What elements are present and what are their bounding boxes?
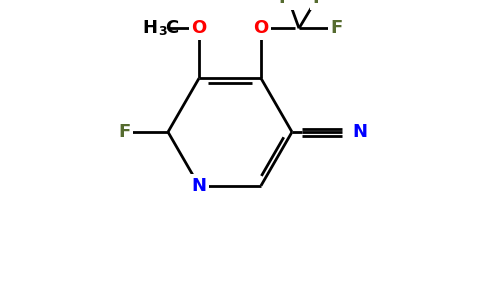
Text: F: F [313,0,325,7]
Text: N: N [192,177,207,195]
Text: O: O [191,19,207,37]
Text: C: C [165,19,178,37]
Text: H: H [142,19,157,37]
Text: N: N [352,123,367,141]
Text: F: F [331,19,343,37]
Text: O: O [254,19,269,37]
Text: F: F [118,123,130,141]
Text: F: F [279,0,291,7]
Text: 3: 3 [158,25,166,38]
